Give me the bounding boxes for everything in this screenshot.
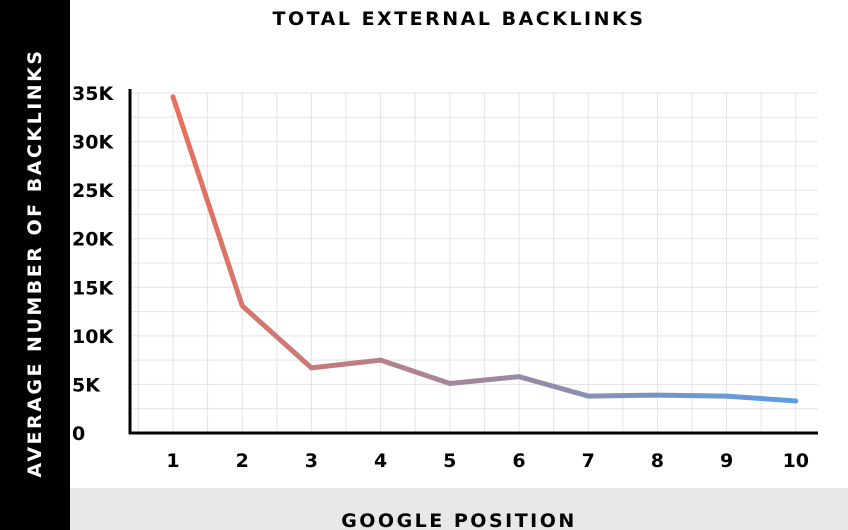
x-tick-label: 5 bbox=[443, 450, 456, 472]
x-tick-label: 4 bbox=[374, 450, 387, 472]
y-tick-label: 15K bbox=[72, 277, 114, 299]
x-tick-label: 2 bbox=[236, 450, 249, 472]
series-layer bbox=[170, 94, 799, 404]
chart-title: TOTAL EXTERNAL BACKLINKS bbox=[272, 8, 646, 30]
x-tick-label: 3 bbox=[305, 450, 318, 472]
y-tick-label: 0 bbox=[72, 423, 85, 445]
y-tick-label: 10K bbox=[72, 326, 114, 348]
x-tick-label: 8 bbox=[651, 450, 664, 472]
y-axis-label-band: AVERAGE NUMBER OF BACKLINKS bbox=[0, 0, 70, 530]
y-tick-labels: 0 5K 10K 15K 20K 25K 30K 35K bbox=[72, 83, 114, 445]
y-tick-label: 35K bbox=[72, 83, 114, 105]
x-tick-label: 6 bbox=[512, 450, 525, 472]
y-tick-label: 30K bbox=[72, 132, 114, 154]
plot-area: 0 5K 10K 15K 20K 25K 30K 35K 1 2 3 4 5 6 7 8 9 10 bbox=[72, 83, 818, 472]
grid bbox=[130, 92, 818, 433]
y-axis-label: AVERAGE NUMBER OF BACKLINKS bbox=[24, 48, 46, 478]
x-tick-label: 10 bbox=[783, 450, 809, 472]
x-tick-label: 1 bbox=[166, 450, 179, 472]
x-tick-label: 9 bbox=[720, 450, 733, 472]
x-axis-label: GOOGLE POSITION bbox=[341, 510, 577, 530]
y-tick-label: 20K bbox=[72, 229, 114, 251]
axes bbox=[128, 89, 818, 435]
series-line bbox=[170, 94, 799, 404]
x-tick-label: 7 bbox=[582, 450, 595, 472]
y-tick-label: 25K bbox=[72, 180, 114, 202]
x-axis-label-band: GOOGLE POSITION bbox=[70, 488, 848, 530]
y-tick-label: 5K bbox=[72, 374, 101, 396]
x-tick-labels: 1 2 3 4 5 6 7 8 9 10 bbox=[166, 450, 809, 472]
